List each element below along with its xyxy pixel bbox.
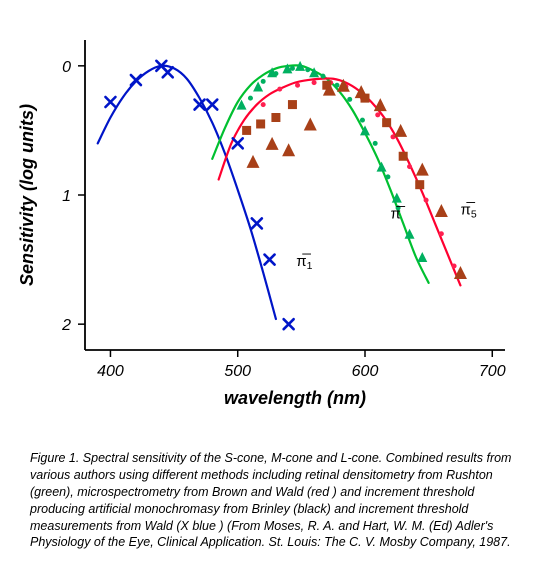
svg-text:Sensitivity (log units): Sensitivity (log units)	[17, 104, 37, 286]
chart-container: 400 500 600 700 0 1 2 wavelength (nm) Sensitivit…	[0, 0, 551, 420]
svg-text:2: 2	[61, 317, 71, 334]
svg-text:500: 500	[224, 363, 251, 380]
svg-text:π̅1: π̅1	[296, 253, 312, 272]
svg-text:600: 600	[352, 363, 379, 380]
figure-caption: Figure 1. Spectral sensitivity of the S-…	[30, 450, 530, 551]
svg-text:0: 0	[62, 59, 71, 76]
svg-text:1: 1	[62, 188, 71, 205]
cone-sensitivity-chart: 400 500 600 700 0 1 2 wavelength (nm) Sensitivit…	[0, 0, 551, 420]
svg-text:π̅: π̅	[390, 205, 405, 222]
svg-text:700: 700	[479, 363, 506, 380]
svg-text:π̅5: π̅5	[460, 201, 476, 220]
svg-text:wavelength (nm): wavelength (nm)	[224, 388, 366, 408]
svg-text:400: 400	[97, 363, 124, 380]
figure-page: 400 500 600 700 0 1 2 wavelength (nm) Sensitivit…	[0, 0, 551, 579]
